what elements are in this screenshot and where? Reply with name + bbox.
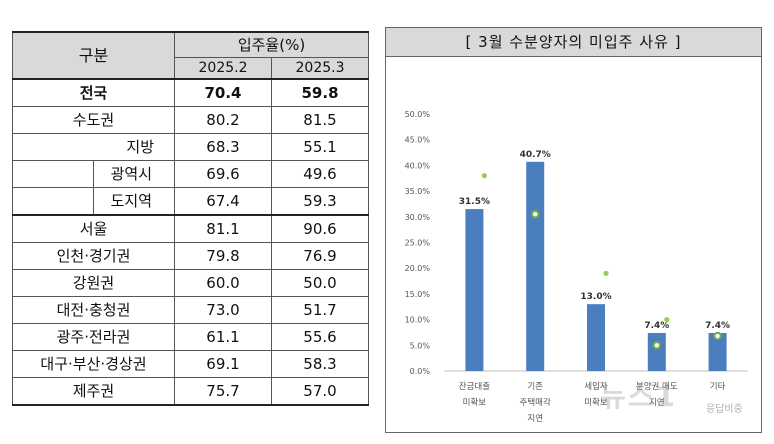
category-label: 주택매각	[520, 397, 551, 408]
data-label: 13.0%	[580, 292, 611, 302]
row-region: 제주권	[12, 377, 175, 406]
y-tick-label: 50.0%	[405, 110, 431, 119]
marker-ring	[531, 210, 540, 219]
row-value-mar: 55.1	[270, 133, 370, 161]
row-region: 강원권	[12, 269, 175, 297]
table-row: 광주·전라권 61.1 55.6	[12, 323, 370, 351]
row-region: 수도권	[12, 106, 175, 134]
bar-chart: 0.0% 5.0% 10.0% 15.0% 20.0% 25.0% 30.0% 35.0% 40…	[405, 110, 748, 424]
table-row: 강원권 60.0 50.0	[12, 269, 370, 297]
category-label: 미확보	[584, 397, 608, 408]
marker-ring	[652, 341, 661, 350]
table-row: 대전·충청권 73.0 51.7	[12, 296, 370, 324]
row-region: 전국	[12, 78, 175, 107]
category-label: 분양권 매도	[636, 381, 678, 392]
row-region: 대전·충청권	[12, 296, 175, 324]
row-region: 도지역	[12, 187, 175, 216]
y-tick-label: 45.0%	[405, 136, 431, 145]
row-region: 서울	[12, 214, 175, 243]
header-period-2: 2025.3	[270, 57, 370, 80]
watermark-sub: 응답비중	[706, 404, 743, 415]
row-value-feb: 80.2	[174, 106, 272, 134]
row-value-mar: 49.6	[270, 160, 370, 188]
bar	[526, 161, 545, 371]
category-label: 지연	[527, 414, 543, 424]
header-metric: 입주율(%)	[173, 31, 370, 58]
y-tick-label: 25.0%	[405, 239, 431, 248]
row-value-feb: 70.4	[174, 78, 272, 107]
y-tick-label: 15.0%	[405, 290, 431, 299]
reasons-chart-panel: [ 3월 수분양자의 미입주 사유 ] 0.0% 5.0% 10.0% 15.0% 20…	[385, 27, 762, 433]
row-region: 대구·부산·경상권	[12, 350, 175, 378]
header-group: 구분	[12, 31, 175, 80]
row-region: 광주·전라권	[12, 323, 175, 351]
y-tick-label: 20.0%	[405, 264, 431, 273]
row-value-feb: 69.6	[174, 160, 272, 188]
marker-ring	[713, 331, 722, 341]
row-region: 광역시	[12, 160, 175, 188]
row-value-mar: 58.3	[270, 350, 370, 378]
marker-light	[664, 317, 670, 323]
data-label: 7.4%	[705, 321, 730, 331]
header-period-1: 2025.2	[174, 57, 272, 80]
bar	[465, 209, 484, 371]
row-value-feb: 75.7	[174, 377, 272, 406]
row-value-feb: 69.1	[174, 350, 272, 378]
row-region: 인천·경기권	[12, 242, 175, 270]
bar	[708, 332, 727, 371]
marker-light	[481, 173, 487, 179]
bar	[647, 332, 666, 371]
row-value-feb: 68.3	[174, 133, 272, 161]
row-value-mar: 55.6	[270, 323, 370, 351]
table-row: 인천·경기권 79.8 76.9	[12, 242, 370, 270]
table-row: 전국 70.4 59.8	[12, 78, 370, 107]
bar	[587, 304, 605, 371]
table-row: 광역시 69.6 49.6	[12, 160, 370, 188]
row-value-mar: 90.6	[270, 214, 370, 243]
table-row: 수도권 80.2 81.5	[12, 106, 370, 134]
table-row: 제주권 75.7 57.0	[12, 377, 370, 406]
row-value-feb: 81.1	[174, 214, 272, 243]
y-tick-label: 35.0%	[405, 187, 431, 196]
row-value-mar: 59.8	[270, 78, 370, 107]
data-label: 7.4%	[644, 321, 669, 331]
category-label: 기타	[710, 382, 726, 392]
category-label: 잔금대출	[459, 381, 490, 392]
row-value-mar: 59.3	[270, 187, 370, 216]
row-region: 지방	[12, 133, 175, 161]
table-row: 도지역 67.4 59.3	[12, 187, 370, 216]
row-value-mar: 57.0	[270, 377, 370, 406]
row-value-mar: 76.9	[270, 242, 370, 270]
table-row: 대구·부산·경상권 69.1 58.3	[12, 350, 370, 378]
table-row: 지방 68.3 55.1	[12, 133, 370, 161]
row-value-mar: 50.0	[270, 269, 370, 297]
data-label: 40.7%	[520, 150, 551, 160]
watermark-logo: 뉴스1	[600, 380, 678, 413]
row-value-feb: 79.8	[174, 242, 272, 270]
category-label: 기존	[527, 382, 543, 392]
marker-light	[603, 270, 609, 276]
row-value-feb: 67.4	[174, 187, 272, 216]
row-value-feb: 73.0	[174, 296, 272, 324]
occupancy-rate-table: 구분 입주율(%) 2025.2 2025.3 전국 70.4 59.8 수도권…	[12, 31, 370, 406]
row-value-mar: 81.5	[270, 106, 370, 134]
y-tick-label: 40.0%	[405, 161, 431, 170]
category-label: 지연	[649, 398, 665, 408]
row-value-mar: 51.7	[270, 296, 370, 324]
y-tick-label: 10.0%	[405, 316, 431, 325]
y-tick-label: 0.0%	[410, 367, 431, 376]
category-label: 미확보	[463, 397, 487, 408]
data-label: 31.5%	[459, 197, 490, 207]
y-tick-label: 5.0%	[410, 341, 431, 350]
y-tick-label: 30.0%	[405, 213, 431, 222]
table-row: 서울 81.1 90.6	[12, 214, 370, 243]
row-value-feb: 60.0	[174, 269, 272, 297]
row-value-feb: 61.1	[174, 323, 272, 351]
category-label: 세입자	[584, 382, 608, 392]
chart-title: [ 3월 수분양자의 미입주 사유 ]	[386, 28, 761, 57]
